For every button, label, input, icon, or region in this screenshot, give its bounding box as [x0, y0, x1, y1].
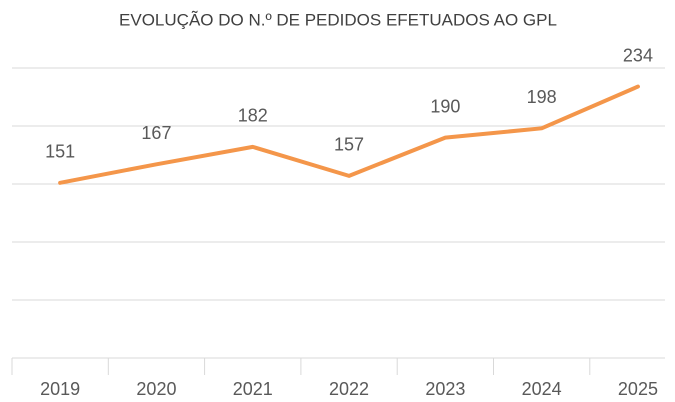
data-label: 198 [527, 87, 557, 107]
data-label: 190 [430, 96, 460, 116]
data-label: 234 [623, 45, 653, 65]
data-label: 151 [45, 142, 75, 162]
x-tick-label: 2024 [522, 379, 562, 399]
x-tick-label: 2023 [425, 379, 465, 399]
data-label: 167 [141, 123, 171, 143]
data-label: 157 [334, 135, 364, 155]
x-tick-label: 2025 [618, 379, 658, 399]
x-tick-label: 2020 [136, 379, 176, 399]
x-tick-label: 2019 [40, 379, 80, 399]
chart-title: EVOLUÇÃO DO N.º DE PEDIDOS EFETUADOS AO … [119, 10, 557, 29]
x-tick-label: 2022 [329, 379, 369, 399]
line-series [58, 84, 640, 185]
x-tick-label: 2021 [233, 379, 273, 399]
data-label: 182 [238, 106, 268, 126]
